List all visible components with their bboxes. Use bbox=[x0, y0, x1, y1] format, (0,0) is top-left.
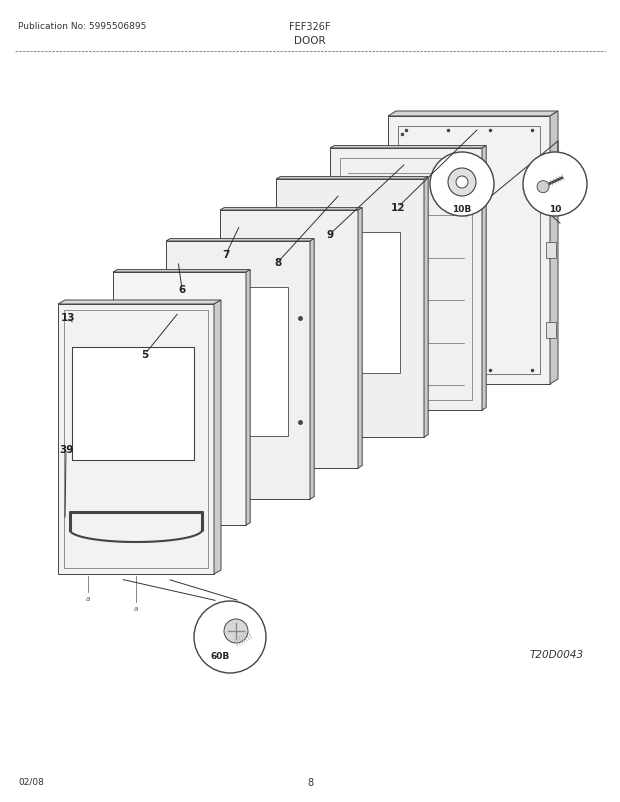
Text: DOOR: DOOR bbox=[294, 36, 326, 46]
Text: 8: 8 bbox=[307, 777, 313, 787]
Polygon shape bbox=[166, 239, 314, 241]
Text: 6: 6 bbox=[179, 285, 185, 294]
Bar bbox=[546, 323, 556, 339]
Polygon shape bbox=[550, 111, 558, 384]
Bar bbox=[398, 127, 540, 375]
Circle shape bbox=[224, 619, 248, 643]
Bar bbox=[340, 159, 472, 400]
Bar bbox=[284, 246, 298, 258]
Bar bbox=[290, 233, 400, 374]
Polygon shape bbox=[330, 149, 482, 411]
Bar bbox=[180, 288, 288, 436]
Bar bbox=[546, 162, 556, 178]
Polygon shape bbox=[220, 209, 362, 211]
Polygon shape bbox=[482, 147, 486, 411]
Text: T20D0043: T20D0043 bbox=[530, 649, 584, 659]
Text: a: a bbox=[134, 606, 138, 611]
Polygon shape bbox=[310, 239, 314, 500]
Bar bbox=[64, 310, 208, 569]
Text: 10: 10 bbox=[549, 205, 561, 214]
Polygon shape bbox=[424, 177, 428, 437]
Text: Publication No: 5995506895: Publication No: 5995506895 bbox=[18, 22, 146, 31]
Text: 12: 12 bbox=[391, 203, 405, 213]
Polygon shape bbox=[276, 177, 428, 180]
Text: 02/08: 02/08 bbox=[18, 777, 44, 786]
Polygon shape bbox=[246, 270, 250, 525]
Text: eReplacementParts.com: eReplacementParts.com bbox=[234, 413, 386, 426]
Circle shape bbox=[448, 168, 476, 196]
Polygon shape bbox=[276, 180, 424, 437]
Circle shape bbox=[430, 153, 494, 217]
Polygon shape bbox=[220, 211, 358, 468]
Text: 10B: 10B bbox=[453, 205, 472, 214]
Text: 60B: 60B bbox=[210, 651, 229, 660]
Circle shape bbox=[456, 176, 468, 188]
Text: 39: 39 bbox=[59, 444, 73, 455]
Polygon shape bbox=[113, 270, 250, 273]
Text: 7: 7 bbox=[223, 249, 229, 260]
Circle shape bbox=[537, 181, 549, 193]
Polygon shape bbox=[330, 147, 486, 149]
Polygon shape bbox=[214, 301, 221, 574]
Polygon shape bbox=[113, 273, 246, 525]
Polygon shape bbox=[58, 305, 214, 574]
Text: 5: 5 bbox=[141, 350, 149, 359]
Bar bbox=[284, 359, 298, 371]
Text: 9: 9 bbox=[327, 229, 334, 240]
Polygon shape bbox=[388, 111, 558, 117]
Polygon shape bbox=[358, 209, 362, 468]
Text: 8: 8 bbox=[275, 257, 281, 268]
Text: a: a bbox=[86, 595, 90, 602]
Polygon shape bbox=[388, 117, 550, 384]
Polygon shape bbox=[166, 241, 310, 500]
Text: 13: 13 bbox=[61, 313, 75, 322]
Circle shape bbox=[194, 602, 266, 673]
Bar bbox=[546, 243, 556, 259]
Bar bbox=[72, 347, 194, 460]
Circle shape bbox=[523, 153, 587, 217]
Text: FEF326F: FEF326F bbox=[290, 22, 330, 32]
Polygon shape bbox=[58, 301, 221, 305]
